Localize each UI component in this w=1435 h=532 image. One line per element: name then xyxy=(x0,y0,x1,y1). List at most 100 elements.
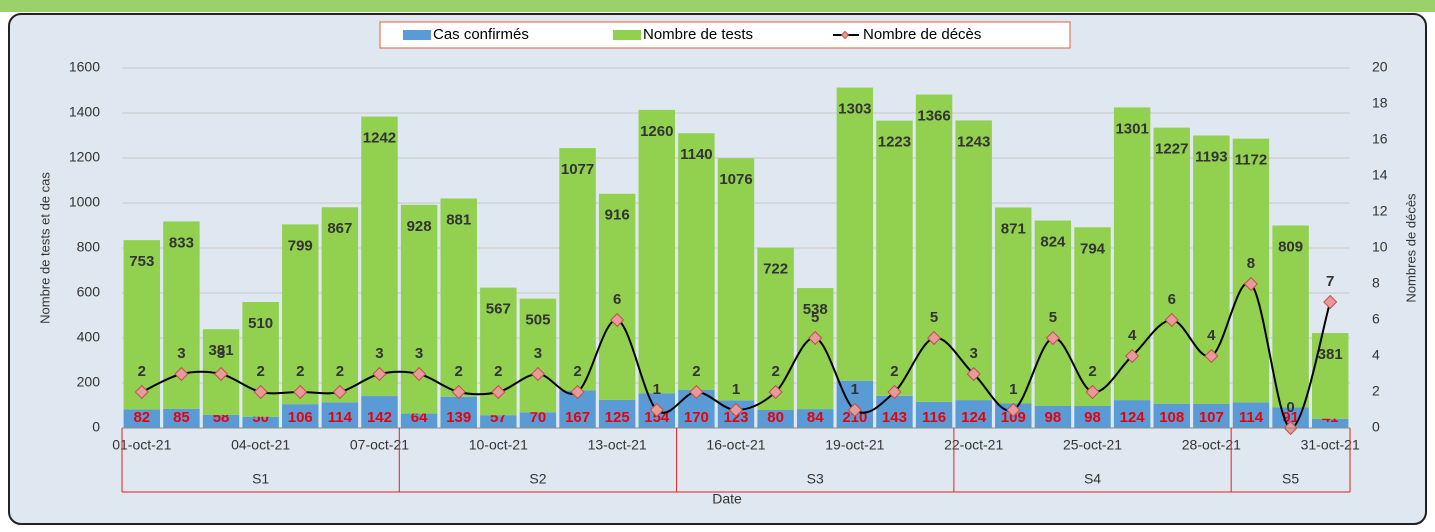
bar xyxy=(1074,405,1111,428)
data-label: 799 xyxy=(288,237,313,254)
data-label: 170 xyxy=(684,409,709,426)
data-label: 108 xyxy=(1159,409,1184,426)
bar xyxy=(678,133,715,390)
data-label: 6 xyxy=(1168,291,1176,308)
data-label: 0 xyxy=(1286,399,1294,416)
y-tick-label: 1600 xyxy=(69,59,100,75)
data-label: 1301 xyxy=(1115,120,1148,137)
bar xyxy=(440,396,477,428)
y-tick-label: 1000 xyxy=(69,194,100,210)
bar xyxy=(361,396,398,428)
data-label: 2 xyxy=(573,363,581,380)
marker xyxy=(1006,402,1021,418)
data-label: 106 xyxy=(288,409,313,426)
y-tick-label: 0 xyxy=(92,419,100,435)
group-label: S4 xyxy=(1084,471,1101,487)
x-tick-label: 04-oct-21 xyxy=(231,437,290,453)
bar xyxy=(400,413,438,428)
y-axis-title: Nombre de tests et de cas xyxy=(37,172,52,324)
bar xyxy=(757,410,794,428)
bar xyxy=(1272,225,1309,408)
group-label: S2 xyxy=(529,471,546,487)
bar xyxy=(955,120,992,401)
bar xyxy=(480,415,517,428)
y2-tick-label: 10 xyxy=(1372,239,1388,255)
x-tick-label: 13-oct-21 xyxy=(588,437,647,453)
data-label: 116 xyxy=(922,409,946,426)
x-tick-label: 22-oct-21 xyxy=(944,437,1003,453)
data-label: 2 xyxy=(771,363,779,380)
data-label: 5 xyxy=(1049,309,1057,326)
group-label: S3 xyxy=(807,471,824,487)
bar xyxy=(757,247,794,410)
data-label: 1 xyxy=(653,381,661,398)
data-label: 2 xyxy=(455,363,463,380)
bar xyxy=(876,395,913,428)
bar xyxy=(361,116,398,397)
marker xyxy=(966,366,981,382)
bar xyxy=(1232,402,1270,428)
bar xyxy=(915,401,953,428)
data-label: 1 xyxy=(1009,381,1017,398)
data-label: 928 xyxy=(407,218,432,235)
marker xyxy=(926,330,942,346)
marker xyxy=(1045,330,1060,346)
marker xyxy=(847,402,862,418)
bar xyxy=(915,94,953,402)
bar xyxy=(282,404,319,428)
y-tick-label: 1400 xyxy=(69,104,100,120)
marker xyxy=(570,384,585,400)
data-label: 567 xyxy=(486,301,511,318)
data-label: 2 xyxy=(336,363,344,380)
data-label: 143 xyxy=(882,409,907,426)
data-label: 1172 xyxy=(1235,152,1268,169)
bar xyxy=(1311,418,1349,428)
data-label: 107 xyxy=(1199,409,1224,426)
marker xyxy=(213,366,229,382)
bar xyxy=(321,402,359,428)
marker xyxy=(530,366,546,382)
bar xyxy=(1153,403,1190,428)
x-axis-title: Date xyxy=(712,491,742,507)
data-label: 3 xyxy=(970,345,978,362)
data-label: 1303 xyxy=(838,101,871,118)
x-tick-label: 19-oct-21 xyxy=(825,437,884,453)
bar xyxy=(321,207,359,403)
data-label: 538 xyxy=(803,301,828,318)
header-strip xyxy=(0,0,1435,12)
y2-axis-title: Nombres de décès xyxy=(1403,193,1418,303)
data-label: 794 xyxy=(1080,240,1106,257)
marker xyxy=(1323,294,1338,310)
data-label: 82 xyxy=(133,409,150,426)
data-label: 5 xyxy=(930,309,938,326)
marker xyxy=(689,384,704,400)
data-label: 1076 xyxy=(719,171,752,188)
data-label: 916 xyxy=(605,207,630,224)
data-label: 8 xyxy=(1247,255,1255,272)
bar xyxy=(717,158,755,401)
legend-swatch xyxy=(403,30,431,40)
bar xyxy=(995,207,1032,404)
data-label: 1077 xyxy=(561,161,594,178)
marker xyxy=(1164,312,1179,328)
marker xyxy=(412,366,427,382)
bar xyxy=(1034,220,1072,406)
data-label: 381 xyxy=(209,342,234,359)
x-tick-label: 10-oct-21 xyxy=(469,437,528,453)
data-label: 3 xyxy=(217,345,225,362)
x-tick-label: 25-oct-21 xyxy=(1063,437,1122,453)
bar xyxy=(123,240,161,410)
data-label: 4 xyxy=(1207,327,1216,344)
data-label: 381 xyxy=(1318,346,1343,363)
data-label: 1366 xyxy=(917,108,950,125)
bar xyxy=(519,412,557,428)
data-label: 833 xyxy=(169,234,194,251)
data-label: 1 xyxy=(851,381,859,398)
data-label: 809 xyxy=(1278,238,1303,255)
bar xyxy=(955,400,992,428)
legend-label: Cas confirmés xyxy=(433,26,529,43)
legend-marker xyxy=(840,30,850,40)
data-label: 2 xyxy=(494,363,502,380)
y-tick-label: 600 xyxy=(77,284,101,300)
